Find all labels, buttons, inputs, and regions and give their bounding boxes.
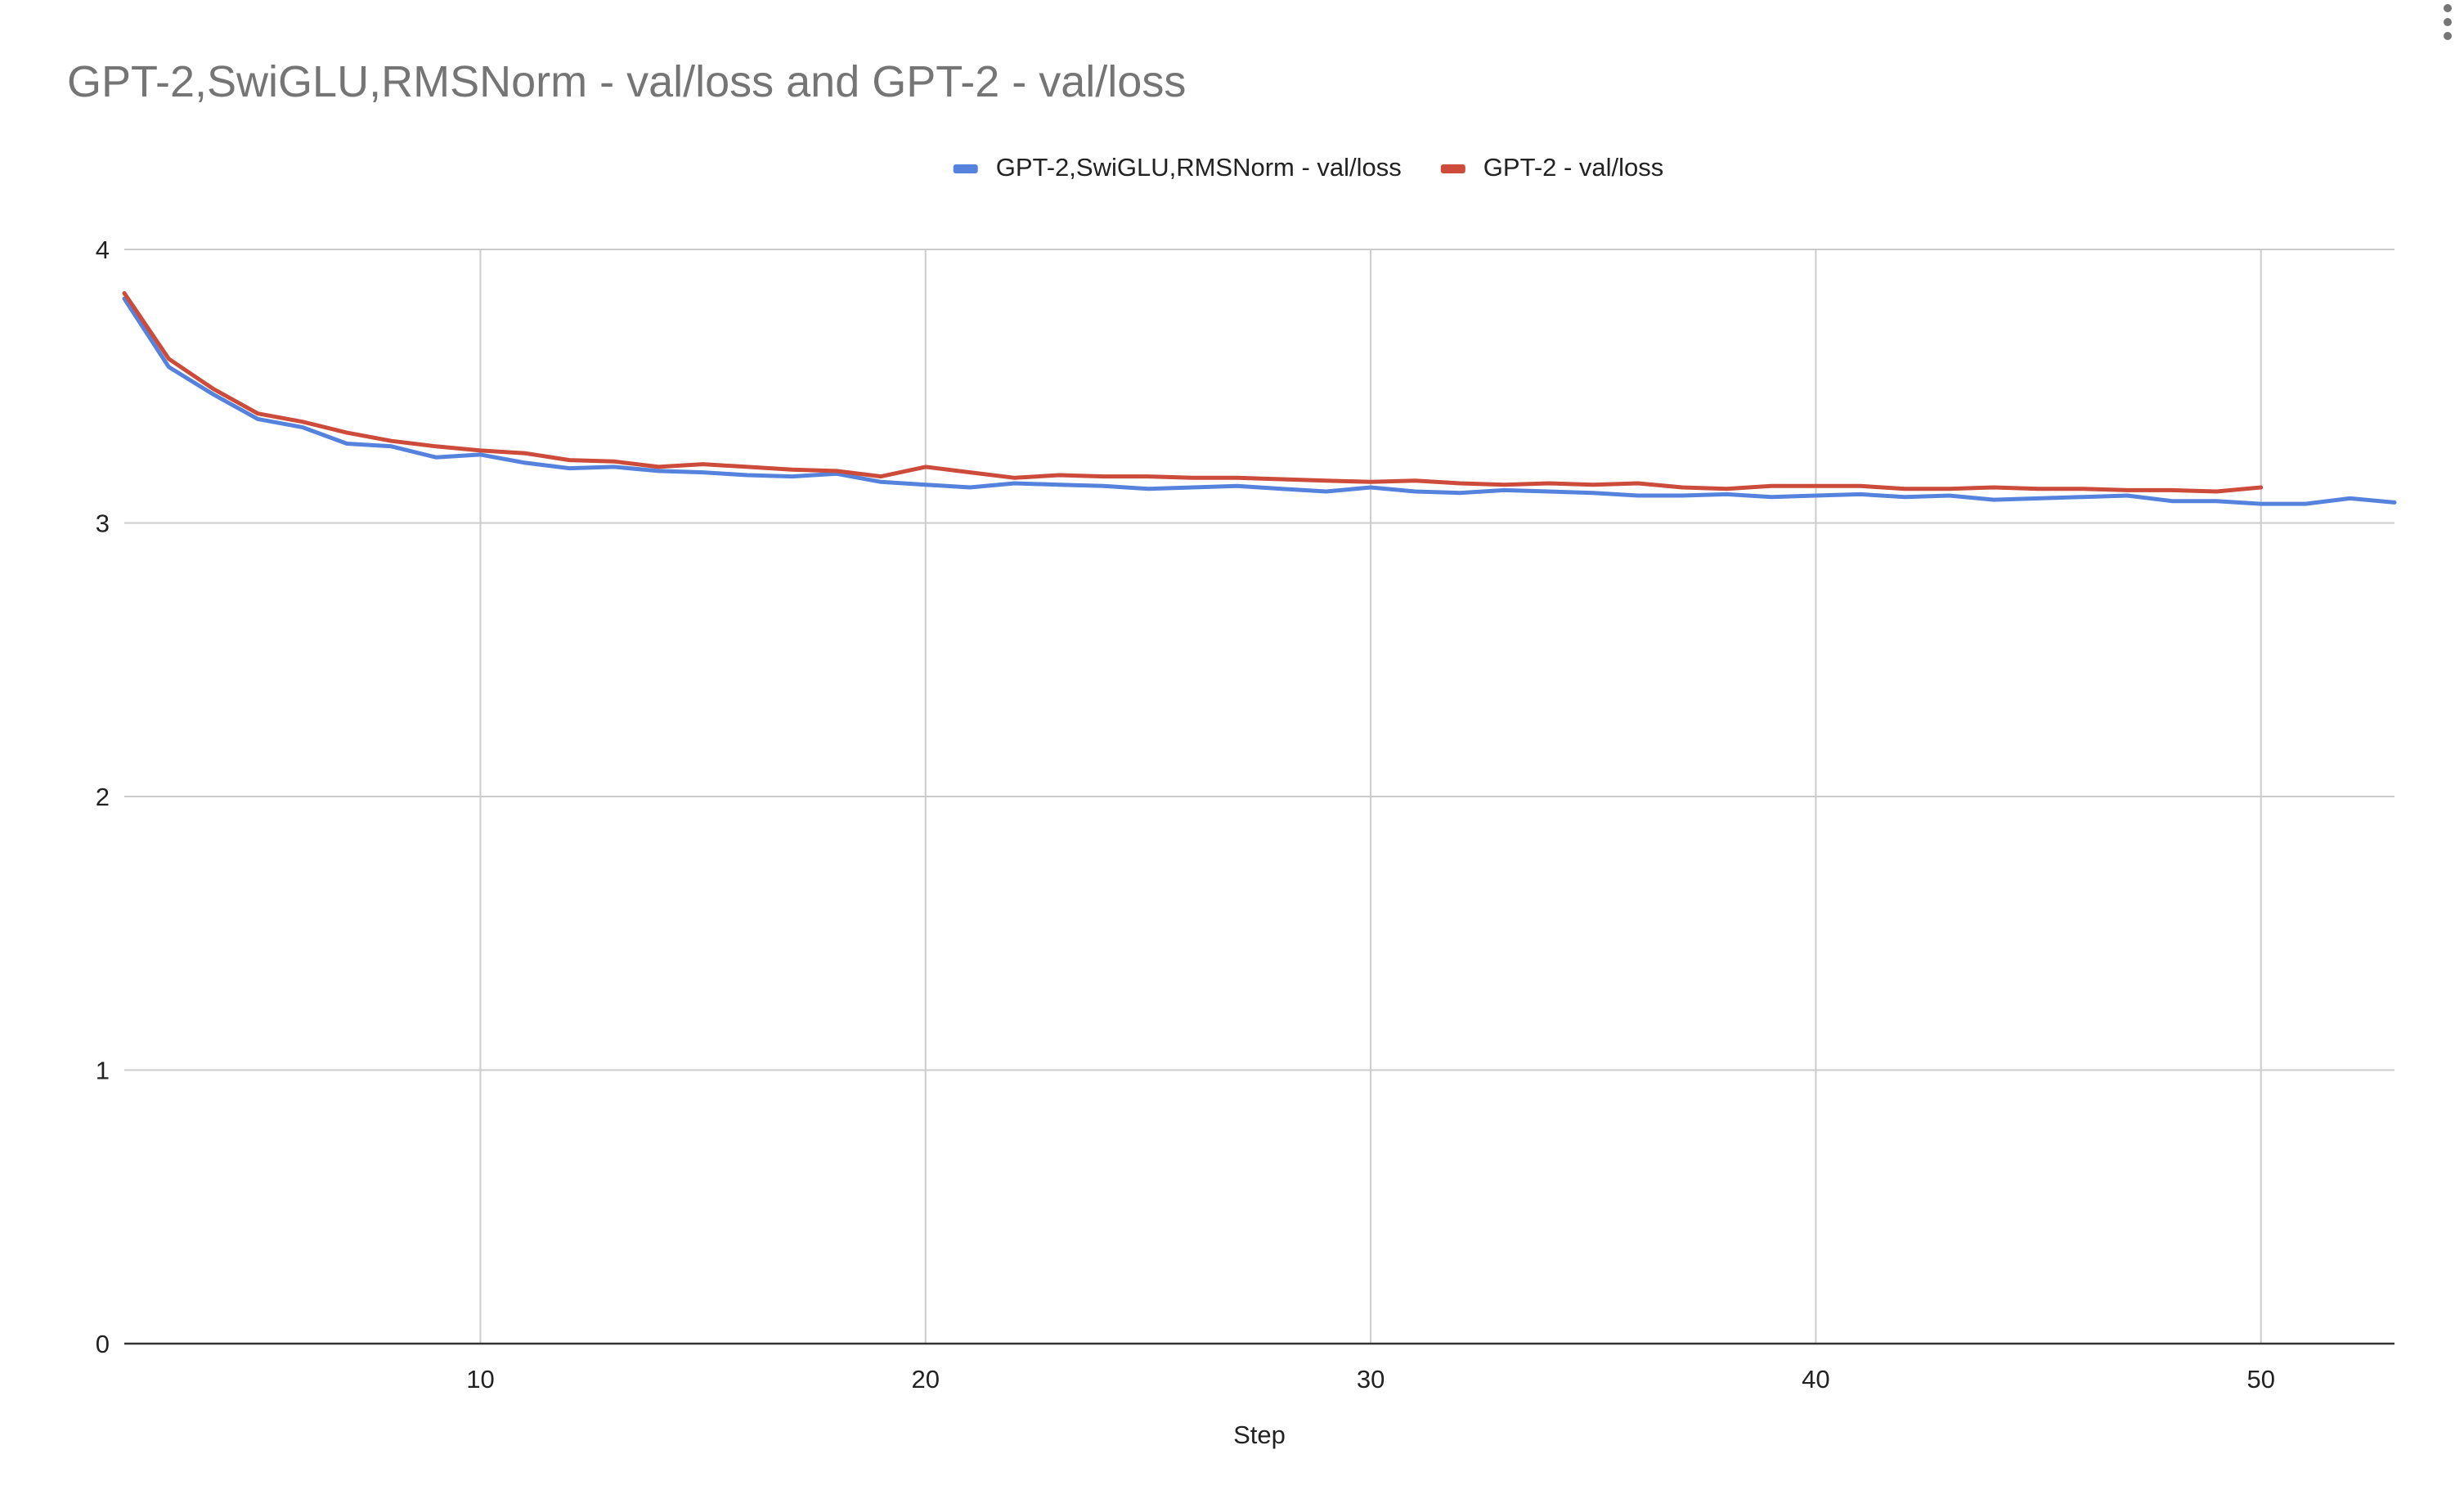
- x-tick-label: 20: [912, 1365, 940, 1394]
- more-options-icon[interactable]: [2433, 0, 2462, 49]
- series-line-2: [122, 291, 2264, 494]
- x-tick-label: 40: [1802, 1365, 1829, 1394]
- y-tick-label: 1: [96, 1057, 110, 1085]
- y-tick-label: 4: [96, 236, 110, 264]
- series-lines: [122, 291, 2397, 506]
- x-axis-label: Step: [1233, 1420, 1286, 1449]
- tick-labels: 0 1 2 3 4 10 20 30 40 50: [96, 236, 2275, 1394]
- x-tick-label: 50: [2246, 1365, 2274, 1394]
- legend-item-1: GPT-2,SwiGLU,RMSNorm - val/loss: [953, 153, 1402, 182]
- legend-swatch: [1440, 164, 1465, 173]
- legend: GPT-2,SwiGLU,RMSNorm - val/loss GPT-2 - v…: [953, 153, 1664, 182]
- legend-item-2: GPT-2 - val/loss: [1440, 153, 1664, 182]
- x-tick-label: 10: [466, 1365, 494, 1394]
- chart-title: GPT-2,SwiGLU,RMSNorm - val/loss and GPT-…: [67, 57, 1186, 106]
- series-line-1: [122, 296, 2397, 506]
- legend-label: GPT-2,SwiGLU,RMSNorm - val/loss: [996, 153, 1402, 182]
- y-tick-label: 0: [96, 1330, 110, 1358]
- gridlines: [124, 249, 2394, 1345]
- x-tick-label: 30: [1357, 1365, 1385, 1394]
- y-tick-label: 3: [96, 509, 110, 538]
- legend-label: GPT-2 - val/loss: [1483, 153, 1664, 182]
- y-tick-label: 2: [96, 783, 110, 811]
- legend-swatch: [953, 164, 978, 173]
